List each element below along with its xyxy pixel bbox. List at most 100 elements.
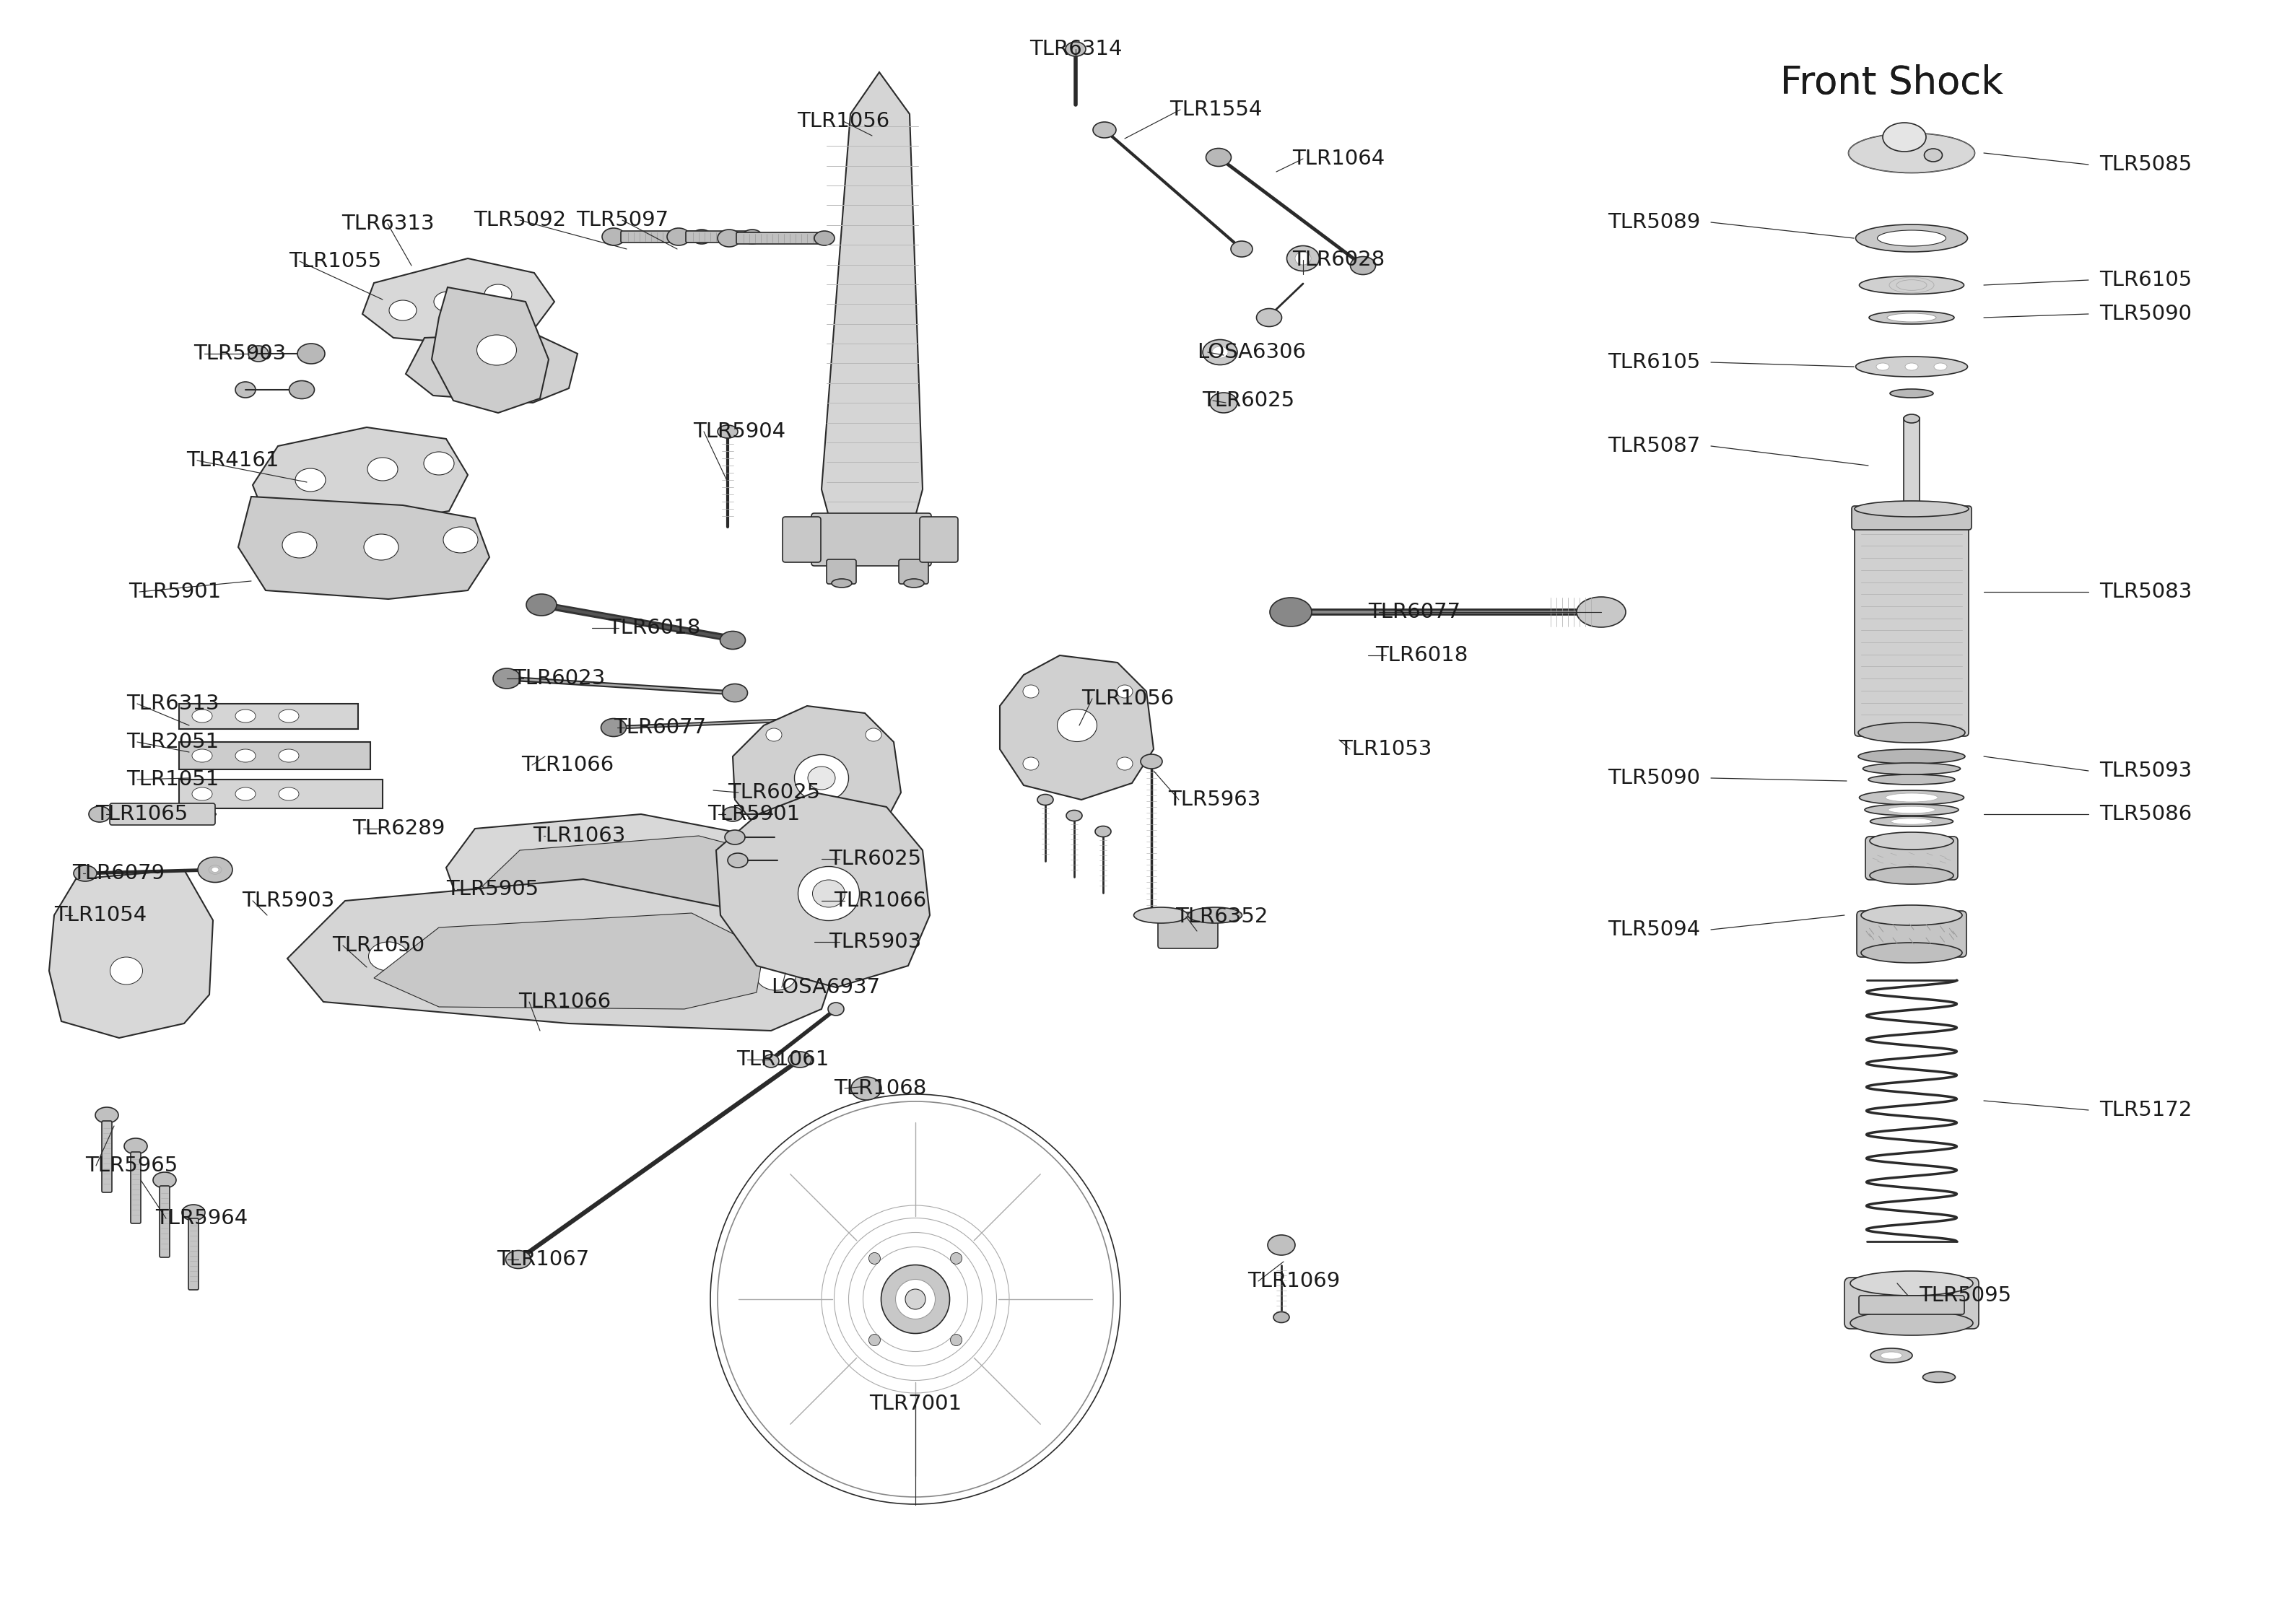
- Text: TLR1554: TLR1554: [1169, 99, 1262, 120]
- Text: TLR5095: TLR5095: [1919, 1286, 2010, 1306]
- Ellipse shape: [603, 227, 625, 245]
- Polygon shape: [732, 706, 901, 851]
- Polygon shape: [482, 836, 800, 916]
- Ellipse shape: [478, 335, 516, 365]
- Ellipse shape: [869, 1335, 880, 1346]
- Ellipse shape: [234, 382, 255, 398]
- Text: TLR5097: TLR5097: [575, 209, 669, 231]
- Text: TLR5903: TLR5903: [193, 344, 287, 364]
- Text: TLR1069: TLR1069: [1248, 1272, 1339, 1291]
- Ellipse shape: [109, 957, 143, 984]
- Text: TLR1066: TLR1066: [835, 890, 926, 911]
- Ellipse shape: [280, 710, 298, 723]
- Ellipse shape: [1881, 1351, 1903, 1359]
- Text: LOSA6937: LOSA6937: [771, 978, 880, 997]
- Ellipse shape: [191, 788, 211, 801]
- Text: TLR6314: TLR6314: [1030, 39, 1121, 58]
- Text: TLR5093: TLR5093: [2099, 760, 2192, 781]
- Polygon shape: [821, 71, 923, 516]
- Ellipse shape: [741, 229, 762, 244]
- Text: Front Shock: Front Shock: [1781, 65, 2003, 102]
- Text: TLR1068: TLR1068: [835, 1078, 926, 1098]
- Ellipse shape: [1887, 313, 1935, 322]
- Ellipse shape: [880, 1265, 951, 1333]
- Text: Front Shock: Front Shock: [1781, 65, 2003, 102]
- Ellipse shape: [1858, 723, 1965, 742]
- Text: TLR6023: TLR6023: [512, 669, 605, 689]
- Ellipse shape: [211, 867, 218, 872]
- Ellipse shape: [493, 669, 521, 689]
- Text: TLR5087: TLR5087: [1608, 435, 1701, 456]
- FancyBboxPatch shape: [782, 516, 821, 562]
- Ellipse shape: [125, 1138, 148, 1155]
- Text: TLR1061: TLR1061: [737, 1049, 830, 1070]
- Ellipse shape: [807, 767, 835, 789]
- FancyBboxPatch shape: [1865, 836, 1958, 880]
- Ellipse shape: [1872, 1348, 1912, 1363]
- Ellipse shape: [1067, 810, 1082, 822]
- Ellipse shape: [1890, 390, 1933, 398]
- Text: TLR6313: TLR6313: [127, 693, 218, 715]
- Polygon shape: [252, 427, 468, 526]
- Polygon shape: [1001, 656, 1153, 799]
- Ellipse shape: [1856, 500, 1969, 516]
- Ellipse shape: [1869, 867, 1953, 883]
- Text: TLR5904: TLR5904: [694, 422, 785, 442]
- Ellipse shape: [1117, 685, 1132, 698]
- Ellipse shape: [191, 710, 211, 723]
- Ellipse shape: [1230, 240, 1253, 257]
- Ellipse shape: [1869, 817, 1953, 827]
- Ellipse shape: [1860, 942, 1962, 963]
- Text: TLR5094: TLR5094: [1608, 919, 1701, 940]
- Ellipse shape: [152, 1173, 175, 1189]
- Text: TLR5901: TLR5901: [707, 804, 800, 825]
- Text: TLR1050: TLR1050: [332, 935, 425, 955]
- FancyBboxPatch shape: [102, 1121, 111, 1192]
- Text: TLR2051: TLR2051: [127, 732, 218, 752]
- Ellipse shape: [89, 806, 111, 822]
- Text: TLR5090: TLR5090: [2099, 304, 2192, 325]
- Ellipse shape: [282, 533, 316, 559]
- Ellipse shape: [1203, 339, 1237, 365]
- Ellipse shape: [896, 1280, 935, 1319]
- Ellipse shape: [450, 354, 487, 380]
- FancyBboxPatch shape: [1856, 513, 1969, 736]
- Text: TLR5086: TLR5086: [2099, 804, 2192, 825]
- Ellipse shape: [1869, 831, 1953, 849]
- Ellipse shape: [443, 526, 478, 552]
- Ellipse shape: [1851, 1272, 1974, 1296]
- Text: TLR1065: TLR1065: [96, 804, 189, 825]
- Text: TLR6025: TLR6025: [728, 783, 821, 802]
- Ellipse shape: [1210, 393, 1237, 412]
- Polygon shape: [716, 793, 930, 987]
- Ellipse shape: [423, 451, 455, 474]
- Text: TLR5090: TLR5090: [1608, 768, 1701, 788]
- Text: TLR1051: TLR1051: [127, 770, 218, 789]
- Ellipse shape: [1287, 245, 1319, 271]
- Text: TLR6077: TLR6077: [1369, 603, 1460, 622]
- Text: TLR5964: TLR5964: [155, 1208, 248, 1228]
- Ellipse shape: [1856, 224, 1967, 252]
- Ellipse shape: [1096, 827, 1112, 836]
- Ellipse shape: [234, 710, 255, 723]
- Ellipse shape: [1296, 252, 1312, 265]
- Ellipse shape: [951, 1252, 962, 1263]
- Polygon shape: [373, 913, 764, 1009]
- FancyBboxPatch shape: [189, 1218, 198, 1289]
- Ellipse shape: [198, 857, 232, 882]
- Ellipse shape: [1212, 346, 1228, 357]
- Text: TLR6105: TLR6105: [1608, 352, 1701, 372]
- Ellipse shape: [691, 229, 712, 244]
- FancyBboxPatch shape: [1851, 507, 1972, 529]
- Ellipse shape: [364, 534, 398, 560]
- Ellipse shape: [723, 807, 744, 822]
- Text: TLR6077: TLR6077: [614, 718, 707, 737]
- Text: TLR5083: TLR5083: [2099, 581, 2192, 603]
- Ellipse shape: [1142, 754, 1162, 768]
- Text: TLR5903: TLR5903: [241, 890, 334, 911]
- Text: TLR6289: TLR6289: [352, 818, 446, 838]
- Ellipse shape: [484, 284, 512, 305]
- Ellipse shape: [280, 788, 298, 801]
- Ellipse shape: [719, 229, 741, 247]
- Ellipse shape: [1869, 312, 1953, 325]
